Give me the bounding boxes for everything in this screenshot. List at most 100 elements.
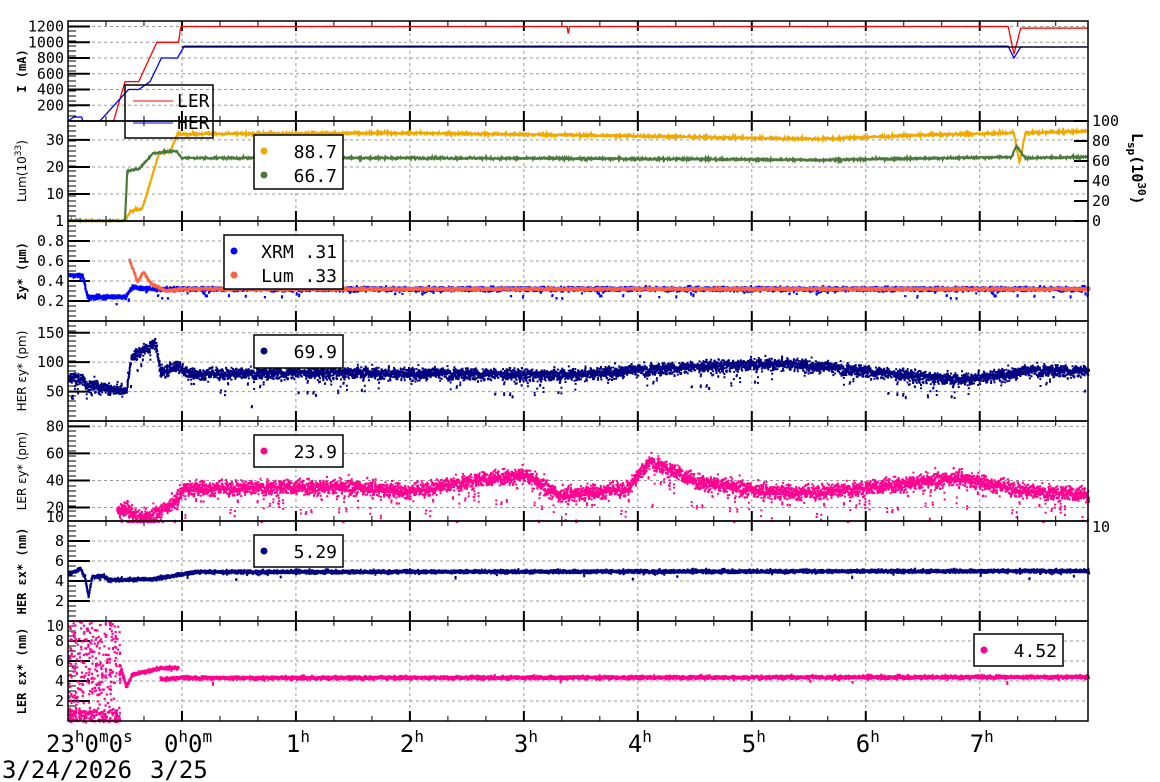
y-tick-label: 1000: [28, 33, 64, 51]
x-tick-label-sup: h: [756, 727, 766, 746]
x-tick-label-sup: h: [870, 727, 880, 746]
x-tick-label-sup2: m: [203, 727, 213, 746]
plot-frame: [67, 20, 1089, 122]
plot-frame: [67, 420, 1089, 522]
x-tick-label-sup: h: [75, 727, 85, 746]
legend-box: [973, 633, 1064, 667]
y-tick-label: 8: [55, 632, 64, 650]
right-y-tick-label: 80: [1092, 132, 1110, 150]
series-her-eps-x: [68, 566, 1091, 599]
y-tick-label: 2: [55, 692, 64, 710]
y-axis-label: I (mA): [15, 49, 29, 92]
right-y-tick-label: 100: [1092, 112, 1119, 130]
y-axis-label-text: I (mA): [15, 49, 29, 92]
right-y-tick-label: 0: [1092, 212, 1101, 230]
y-tick-label: 6: [55, 552, 64, 570]
y-axis-label-text: LER εx* (nm): [15, 628, 29, 715]
right-axis-label-label_sup: 30: [1135, 182, 1148, 195]
y-tick-label-boundary: 10: [46, 508, 64, 526]
x-tick-label: 5h: [742, 727, 766, 758]
y-tick-label: 1200: [28, 18, 64, 36]
legend-value: XRM .31: [261, 242, 337, 263]
legend-label: LER: [177, 91, 210, 112]
legend-dot: [260, 147, 268, 155]
y-tick-label: 20: [46, 498, 64, 516]
y-axis-label-text: Σy* (μm): [15, 242, 29, 300]
legend-dot: [230, 247, 238, 255]
x-tick-label-label: 2: [400, 730, 414, 758]
x-tick-label-label: 7: [970, 730, 984, 758]
y-axis-label-ylabel_end: ): [15, 140, 29, 145]
x-tick-label-label: 1: [286, 730, 300, 758]
x-tick-label-sup: h: [414, 727, 424, 746]
right-axis-label-label_mid: (10: [1128, 155, 1146, 182]
x-tick-label-sup: h: [984, 727, 994, 746]
legend-box: [253, 334, 344, 369]
y-tick-label: 4: [55, 672, 64, 690]
y-tick-label: 20: [46, 158, 64, 176]
legend-value: 23.9: [294, 442, 337, 463]
date-label: 3/24/2026: [2, 756, 132, 782]
panel-6: 2 4 6 8 10 HER εx* (nm): [15, 518, 1110, 622]
y-axis-label-text: LER εy* (pm): [15, 432, 29, 511]
y-tick-label: 0.2: [37, 292, 64, 310]
panel-4: 50 100 150 HER εy* (pm): [15, 320, 1091, 422]
panel-7: 2 4 6 810 LER εx* (nm): [15, 617, 1090, 724]
x-tick-label: 2h: [400, 727, 424, 758]
y-tick-label-boundary: 10: [1092, 518, 1110, 536]
x-tick-label: 4h: [628, 727, 652, 758]
y-tick-label: 0.4: [37, 272, 64, 290]
legend-box: [253, 434, 344, 468]
legend-dot: [260, 171, 268, 179]
y-axis-label-ylabel_sup: 33: [14, 145, 24, 156]
x-tick-label-label: 0: [164, 730, 178, 758]
legend-value: 88.7: [294, 142, 337, 163]
legend-dot: [230, 271, 238, 279]
x-tick-label-sup2: m: [99, 727, 109, 746]
series-lsp: [67, 126, 1089, 224]
x-tick-label-sup: h: [528, 727, 538, 746]
y-tick-label: 6: [55, 652, 64, 670]
legend-box: [253, 534, 344, 568]
right-y-tick-label: 40: [1092, 172, 1110, 190]
y-tick-label: 4: [55, 572, 64, 590]
y-tick-label: 0.6: [37, 252, 64, 270]
y-tick-label: 800: [37, 49, 64, 67]
panel-5: 20 40 60 80 10 LER εy* (pm): [15, 417, 1091, 526]
x-axis-labels: 23h0m0s 0h0m 1h 2h 3h 4h 5h 6h 7h3/24/2026 3/25: [2, 727, 994, 782]
legend-value: Lum .33: [261, 266, 337, 287]
series-ler-eps-y: [116, 451, 1091, 523]
legend-value: 69.9: [294, 342, 337, 363]
right-axis-label-label_end: ): [1128, 196, 1146, 205]
right-axis-label-label: L: [1128, 133, 1146, 142]
legend-dot: [260, 347, 268, 355]
right-y-tick-label: 60: [1092, 152, 1110, 170]
x-tick-label-label: 23: [46, 730, 75, 758]
legend-value: 66.7: [294, 166, 337, 187]
y-tick-label: 30: [46, 131, 64, 149]
panel-3: 0.2 0.4 0.6 0.8 Σy* (μm): [15, 220, 1091, 322]
legend-panel-5: 23.9: [253, 434, 344, 468]
x-tick-label-label3: 0: [109, 730, 123, 758]
x-tick-label: 0h0m: [164, 727, 212, 758]
y-axis-label: Σy* (μm): [15, 242, 29, 300]
y-axis-label: LER εx* (nm): [15, 628, 29, 715]
legend-dot: [260, 547, 268, 555]
x-tick-label-label: 5: [742, 730, 756, 758]
x-tick-label: 1h: [286, 727, 310, 758]
right-axis-label: Lsp(1030): [1125, 133, 1148, 205]
legend-panel-6: 5.29: [253, 534, 344, 568]
y-tick-label: 2: [55, 592, 64, 610]
legend-value: 5.29: [294, 542, 337, 563]
right-axis-label-label_sub: sp: [1125, 142, 1138, 156]
series-ler-eps-x-2: [159, 673, 1090, 686]
y-tick-label: 400: [37, 81, 64, 99]
y-tick-label: 600: [37, 65, 64, 83]
x-tick-label-label: 4: [628, 730, 642, 758]
right-y-tick-label: 20: [1092, 192, 1110, 210]
y-axis-label-text: HER εy* (pm): [15, 331, 29, 412]
legend-panel-7: 4.52: [973, 633, 1064, 667]
y-tick-label: 50: [46, 383, 64, 401]
x-tick-label-label: 3: [514, 730, 528, 758]
